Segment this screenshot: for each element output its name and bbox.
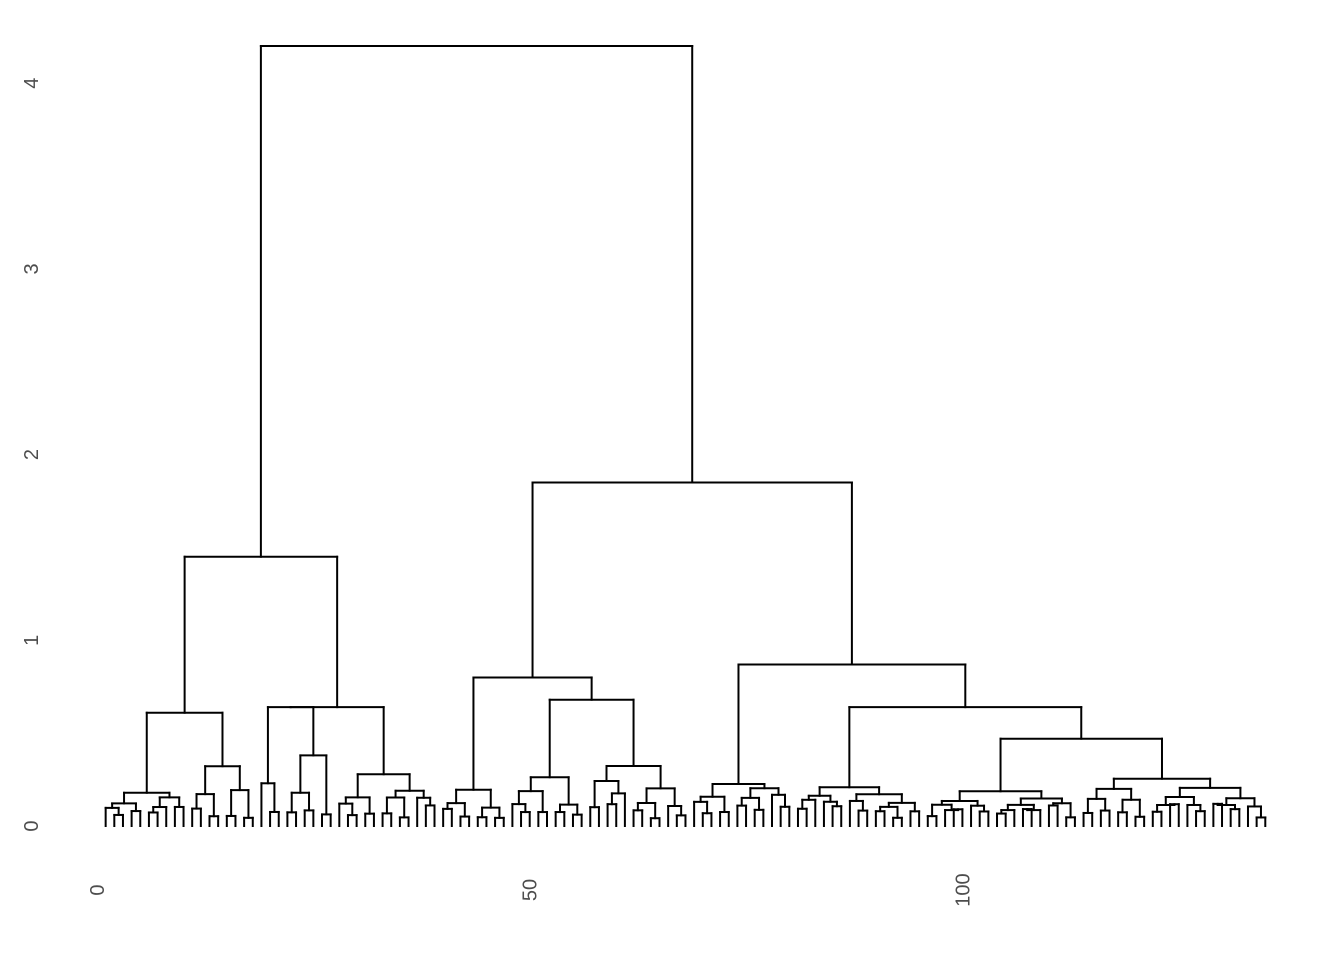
y-tick-label-3: 3 (21, 263, 43, 274)
y-tick-label-2: 2 (21, 449, 43, 460)
y-tick-label-0: 0 (21, 820, 43, 831)
x-tick-label-2: 100 (952, 873, 974, 906)
x-tick-label-1: 50 (520, 879, 542, 901)
branch-lines (104, 45, 1267, 827)
x-axis: 0 50 100 (87, 873, 974, 906)
x-tick-label-0: 0 (87, 884, 109, 895)
y-axis: 0 1 2 3 4 (21, 78, 43, 832)
y-tick-label-1: 1 (21, 635, 43, 646)
y-tick-label-4: 4 (21, 78, 43, 89)
